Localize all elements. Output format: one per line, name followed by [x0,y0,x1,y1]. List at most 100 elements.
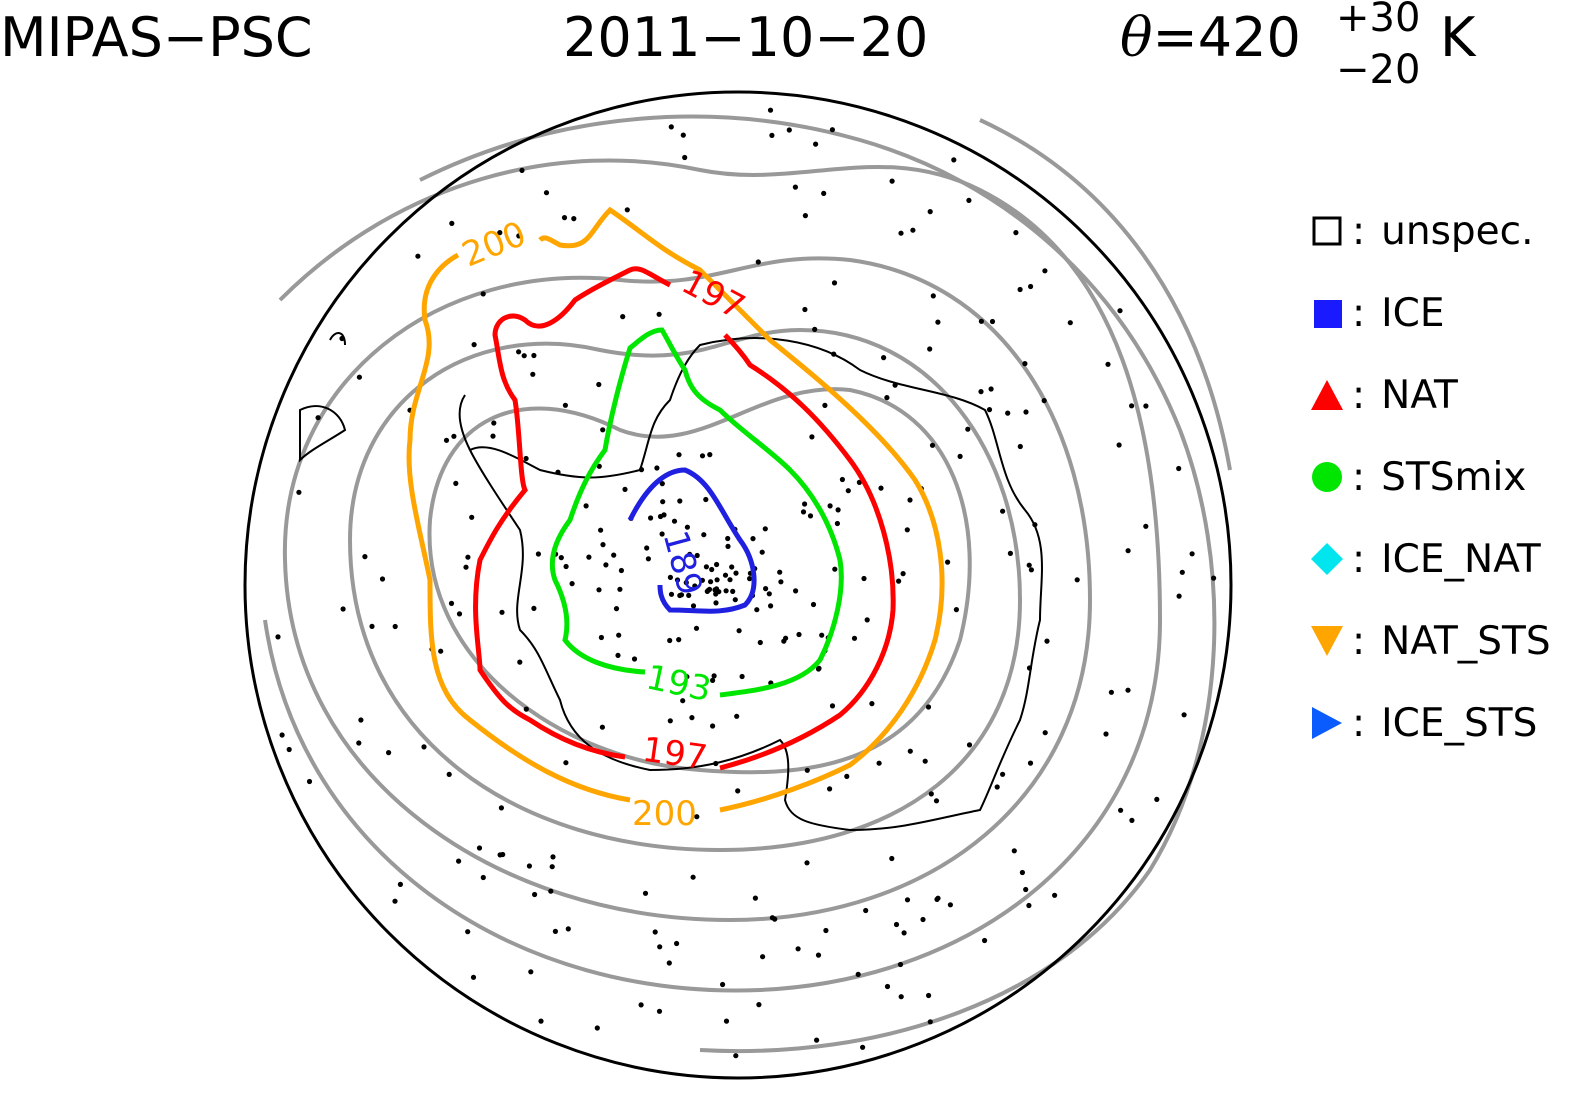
measurement-point [1041,398,1047,404]
measurement-point [548,888,554,894]
measurement-point [994,784,1000,790]
circle-icon [1312,462,1342,492]
measurement-point [552,928,559,935]
map-boundary [243,90,1233,1080]
measurement-point [1028,567,1034,573]
measurement-point [777,569,783,575]
measurement-point [676,452,682,458]
measurement-point [881,355,887,361]
measurement-point [523,706,529,712]
measurement-point [727,577,733,583]
measurement-point [1000,508,1006,514]
measurement-point [933,798,940,804]
measurement-point [935,895,941,901]
measurement-point [687,551,693,557]
isotherm-ring-3 [282,256,1093,923]
measurement-point [792,184,799,190]
measurement-point [498,805,504,811]
measurement-point [613,606,620,612]
measurement-point [674,940,680,947]
measurement-point [839,476,846,483]
measurement-point [835,507,841,513]
isotherm-197 [473,266,896,771]
measurement-point [1011,848,1017,854]
measurement-points [275,107,1217,1059]
measurement-point [929,442,936,448]
measurement-point [927,346,933,352]
measurement-point [617,586,623,592]
measurement-point [930,293,936,299]
measurement-point [812,326,818,332]
measurement-point [638,467,645,473]
measurement-point [861,575,867,582]
measurement-point [616,632,622,638]
measurement-point [713,760,719,767]
measurement-point [519,167,525,173]
measurement-point [821,190,827,196]
measurement-point [275,634,281,640]
measurement-point [982,937,988,944]
measurement-point [563,563,569,570]
legend-label: STSmix [1381,454,1527,500]
measurement-point [1181,712,1187,718]
measurement-point [684,674,690,680]
measurement-point [693,625,700,631]
measurement-point [1026,562,1032,568]
measurement-point [465,929,471,935]
measurement-point [558,555,564,561]
measurement-point [1017,286,1023,293]
measurement-point [800,509,807,515]
measurement-point [583,503,589,509]
measurement-point [783,635,789,641]
measurement-point [920,916,926,923]
measurement-point [767,107,774,113]
measurement-point [692,583,698,589]
measurement-point [900,571,906,577]
measurement-point [644,545,650,551]
measurement-point [1017,443,1023,450]
measurement-point [986,407,993,413]
theta-minus: −20 [1336,47,1421,93]
measurement-point [755,259,761,265]
measurement-point [876,760,882,766]
measurement-point [521,353,527,359]
measurement-point [1013,230,1019,236]
measurement-point [816,665,822,671]
measurement-point [690,874,696,880]
legend: : unspec.: ICE: NAT: STSmix: ICE_NAT: NAT_STS:… [1310,190,1551,764]
theta-symbol: θ [1120,6,1153,69]
measurement-point [750,536,756,542]
measurement-point [392,623,398,630]
measurement-point [896,578,902,584]
measurement-point [1129,817,1135,824]
measurement-point [904,527,910,533]
measurement-point [569,581,575,587]
measurement-point [438,648,444,654]
measurement-point [657,944,663,950]
measurement-point [1023,409,1029,415]
measurement-point [713,600,719,606]
measurement-point [829,703,836,709]
legend-colon: : [1352,208,1366,254]
measurement-point [878,485,884,491]
measurement-point [708,579,714,585]
measurement-point [676,637,682,643]
measurement-point [752,895,759,901]
measurement-point [543,190,550,196]
measurement-point [884,395,890,401]
measurement-point [421,744,427,750]
date-title: 2011−10−20 [563,6,929,69]
measurement-point [756,1002,762,1008]
measurement-point [831,280,838,286]
measurement-point [596,587,602,593]
measurement-point [957,453,963,459]
legend-item-ice: : ICE [1310,272,1551,354]
measurement-point [659,481,665,487]
measurement-point [446,771,452,778]
measurement-point [638,1002,644,1008]
measurement-point [734,713,740,719]
coastline-peninsula [299,332,471,463]
measurement-point [683,580,689,586]
measurement-point [898,230,904,236]
measurement-point [531,352,537,359]
